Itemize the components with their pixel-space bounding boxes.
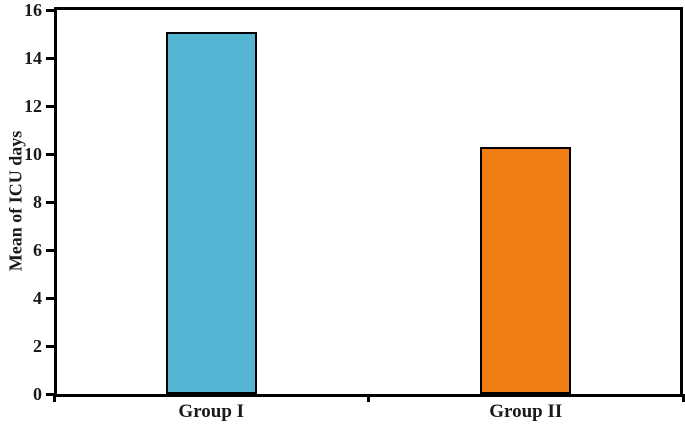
x-axis-label-group-ii: Group II xyxy=(489,401,563,422)
y-tick-label: 10 xyxy=(24,144,42,164)
x-axis-tick xyxy=(681,394,685,402)
y-axis-tick xyxy=(46,344,55,348)
plot-area-frame xyxy=(54,7,683,397)
y-tick-label: 4 xyxy=(33,288,42,308)
bar-group-ii xyxy=(480,146,572,394)
bar-group-i xyxy=(165,31,257,394)
x-axis-tick xyxy=(52,394,56,402)
y-axis-tick xyxy=(46,152,55,156)
y-tick-label: 0 xyxy=(33,384,42,404)
y-axis-tick xyxy=(46,56,55,60)
x-axis-label-group-i: Group I xyxy=(178,401,245,422)
y-tick-label: 8 xyxy=(33,192,42,212)
y-tick-label: 12 xyxy=(24,96,42,116)
x-axis-tick xyxy=(367,394,370,402)
y-axis-tick xyxy=(46,248,55,252)
y-axis-tick xyxy=(46,8,55,12)
y-tick-label: 16 xyxy=(24,0,42,20)
y-tick-label: 6 xyxy=(33,240,42,260)
y-tick-label: 2 xyxy=(33,336,42,356)
y-tick-label: 14 xyxy=(24,48,42,68)
y-axis-tick xyxy=(46,296,55,300)
y-axis-tick xyxy=(46,392,55,396)
y-axis-tick xyxy=(46,200,55,204)
y-axis-tick xyxy=(46,104,55,108)
